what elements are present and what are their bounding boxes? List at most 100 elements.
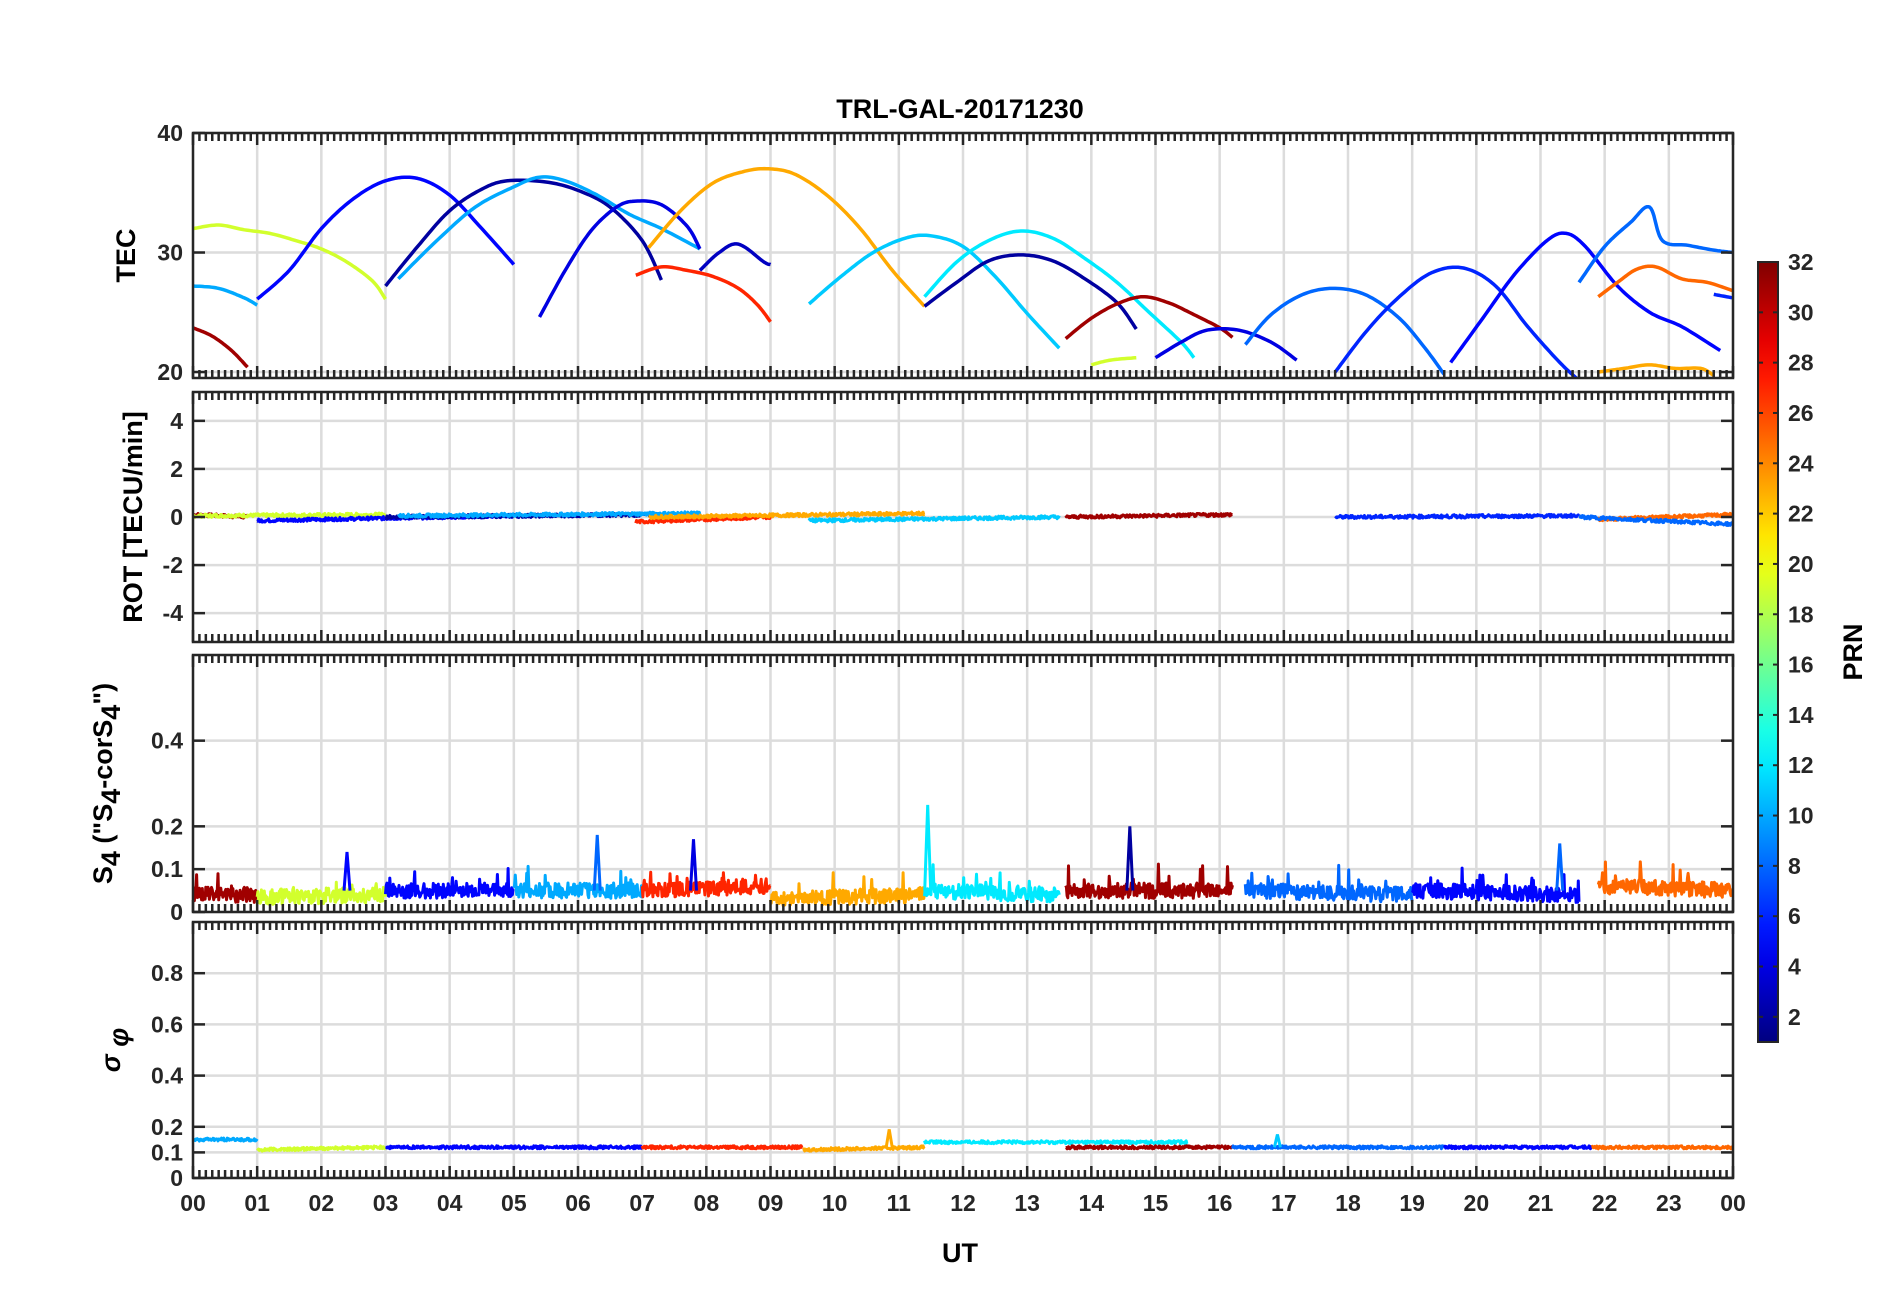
series-line-prn31 [193,872,259,904]
series-line-prn8 [1243,863,1414,904]
series-line-prn23 [769,871,926,908]
x-tick-label: 06 [565,1190,591,1216]
series-line-prn5 [1449,231,1722,364]
x-tick-label: 08 [694,1190,720,1216]
series-line-prn6 [1334,512,1581,520]
y-tick-label: 0.1 [151,856,183,882]
series-line-prn8 [1231,1144,1446,1151]
series-line-prn5 [384,867,515,900]
series-line-prn5 [1443,1144,1594,1151]
x-tick-labels: 00 01 02 03 04 05 06 07 08 09 10 11 12 13 14 15 16 17 18 19… [180,1190,1746,1216]
colorbar-tick-label: 12 [1788,752,1814,778]
x-tick-label: 02 [309,1190,335,1216]
panel-3: 0 0.1 0.2 0.4 S4 ("S4-corS4") [88,653,1735,925]
series-line-prn10 [193,284,259,307]
colorbar-label: PRN [1838,623,1868,680]
series-line-prn19 [193,223,387,301]
panel-1: 20 30 40 TEC [111,120,1735,385]
colorbar-tick-label: 20 [1788,551,1814,577]
series-line-prn25 [1596,860,1733,899]
series-line-prn31 [1064,294,1234,340]
x-tick-label: 17 [1271,1190,1297,1216]
series-line-prn6 [1712,292,1733,300]
x-tick-label: 22 [1592,1190,1618,1216]
x-tick-label: 18 [1335,1190,1361,1216]
series-line-prn2 [384,178,663,288]
series-line-prn4 [1154,326,1298,362]
series-line-prn12 [923,863,1061,904]
series-line-prn10 [397,175,701,281]
panel-4: 00.10.2 0.4 0.6 0.8 σ φ [96,920,1735,1191]
series-line-prn31 [1064,862,1234,900]
spike-prn23 [884,1129,894,1148]
y-tick-label: 20 [157,359,183,385]
y-tick-label: 4 [170,408,183,434]
series-line-prn19 [193,511,387,519]
y-tick-label: 30 [157,240,183,266]
colorbar-tick-label: 26 [1788,400,1814,426]
colorbar-tick-label: 6 [1788,903,1801,929]
spike-prn12 [923,804,933,891]
colorbar-tick-label: 30 [1788,299,1814,325]
x-tick-label: 14 [1079,1190,1105,1216]
x-tick-label: 20 [1464,1190,1490,1216]
series-line-prn4 [537,199,702,318]
series-line-prn3 [698,242,773,272]
x-tick-label: 21 [1528,1190,1554,1216]
y-axis-label: TEC [111,229,141,283]
colorbar-tick-label: 2 [1788,1004,1801,1030]
y-axis-label: ROT [TECU/min] [118,411,148,622]
series-line-prn8 [1578,514,1733,527]
y-tick-label: -2 [163,552,183,578]
series-line-prn23 [801,1144,926,1153]
y-tick-label: 0 [170,504,183,530]
series-line-prn31 [1064,511,1234,520]
x-tick-label: 09 [758,1190,784,1216]
series-line-prn5 [384,1144,644,1151]
series-line-prn25 [1590,1144,1733,1151]
series-group [193,510,1733,527]
x-tick-label: 00 [180,1190,206,1216]
series-line-prn12 [923,229,1196,359]
x-tick-label: 19 [1399,1190,1425,1216]
y-tick-label: 0.2 [151,813,183,839]
y-tick-label: 0 [170,899,183,925]
y-tick-label: 0.6 [151,1011,183,1037]
series-line-prn19 [255,880,387,906]
x-tick-label: 05 [501,1190,527,1216]
colorbar-tick-label: 4 [1788,954,1801,980]
colorbar-gradient [1757,261,1779,1043]
series-group [193,804,1733,908]
series-line-prn23 [647,166,926,308]
series-line-prn25 [1597,264,1733,299]
x-tick-label: 04 [437,1190,463,1216]
x-tick-label: 16 [1207,1190,1233,1216]
series-group [193,166,1733,378]
colorbar-tick-label: 16 [1788,652,1814,678]
series-line-prn23 [1597,363,1715,378]
series-line-prn31 [1064,1144,1234,1151]
y-axis-label: σ φ [96,1028,134,1072]
series-line-prn12 [923,1139,1189,1146]
series-line-prn11 [807,233,1061,350]
series-line-prn19 [256,1144,387,1153]
x-tick-label: 01 [244,1190,270,1216]
y-tick-label: 40 [157,120,183,146]
series-line-prn27 [635,264,772,323]
x-tick-label: 10 [822,1190,848,1216]
spike-prn8 [592,834,602,891]
series-line-prn6 [1333,265,1579,378]
series-line-prn8 [1244,286,1446,376]
y-tick-label: 0.2 [151,1114,183,1140]
y-tick-label: 0.8 [151,960,183,986]
series-line-prn23 [647,510,926,521]
y-tick-label: 0.4 [151,728,183,754]
colorbar-tick-label: 14 [1788,702,1814,728]
colorbar-tick-label: 10 [1788,803,1814,829]
colorbar-tick-label: 32 [1788,249,1814,275]
spike-prn2 [1125,826,1135,891]
colorbar-tick-label: 28 [1788,350,1814,376]
